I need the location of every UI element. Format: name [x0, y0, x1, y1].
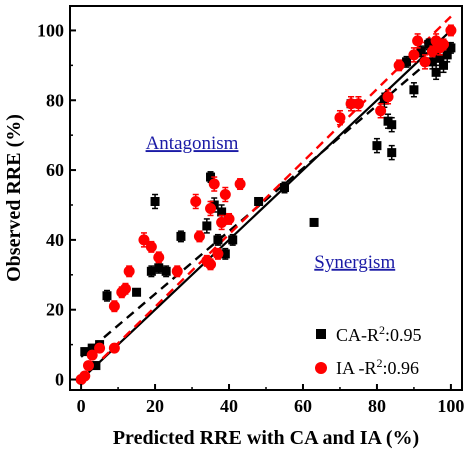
ia-data-point: [145, 241, 157, 253]
ia-data-point: [205, 258, 217, 270]
ia-data-point: [334, 112, 346, 124]
fit-lines-layer: [80, 15, 452, 381]
ca-data-point: [279, 183, 289, 193]
ca-data-point: [220, 249, 230, 259]
ca-data-point: [102, 291, 112, 301]
ia-data-point: [138, 234, 150, 246]
ia-data-point: [119, 283, 131, 295]
y-tick-label: 0: [55, 370, 64, 390]
ia-data-point: [171, 265, 183, 277]
ia-data-point: [223, 213, 235, 225]
ca-data-point: [202, 221, 212, 231]
y-tick-label: 20: [46, 300, 64, 320]
ca-data-point: [427, 57, 437, 67]
ca-data-point: [416, 46, 426, 56]
legend-label-ca: CA-R2:0.95: [336, 323, 422, 345]
antagonism-label: Antagonism: [146, 133, 239, 154]
ia-data-point: [108, 300, 120, 312]
x-tick-label: 60: [294, 396, 312, 416]
y-tick-label: 80: [46, 90, 64, 110]
ca-data-point: [387, 120, 397, 130]
ia-data-point: [438, 38, 450, 50]
ia-data-point: [205, 202, 217, 214]
legend-marker-ia: [315, 362, 327, 374]
ca-data-point: [217, 207, 227, 217]
axes-layer: 0 20 40 60 80 100 0 20 40 60 80 100: [37, 20, 464, 416]
ia-data-point: [234, 178, 246, 190]
ca-data-point: [446, 43, 456, 53]
ca-data-point: [161, 266, 171, 276]
ca-data-point: [146, 266, 156, 276]
ia-data-point: [86, 349, 98, 361]
ia-data-point: [375, 105, 387, 117]
ca-data-point: [206, 172, 216, 182]
ca-data-point: [150, 196, 160, 206]
ca-data-point: [372, 141, 382, 151]
ca-data-point: [132, 287, 142, 297]
y-axis-label: Observed RRE (%): [3, 114, 25, 282]
legend: CA-R2:0.95 IA -R2:0.96: [315, 323, 422, 378]
ia-data-point: [153, 251, 165, 263]
ca-data-point: [439, 60, 449, 70]
ca-data-point: [402, 57, 412, 67]
ia-data-point: [123, 265, 135, 277]
ca-data-point: [87, 343, 97, 353]
ia-data-point: [219, 189, 231, 201]
ia-data-point: [408, 49, 420, 61]
x-tick-label: 80: [368, 396, 386, 416]
y-tick-label: 100: [37, 20, 64, 40]
ca-data-point: [409, 85, 419, 95]
ca-data-point: [387, 148, 397, 158]
synergism-label: Synergism: [314, 252, 395, 273]
ca-data-point: [424, 39, 434, 49]
ia-data-point: [193, 230, 205, 242]
ca-data-point: [309, 217, 319, 227]
legend-marker-ca: [316, 329, 326, 339]
ca-data-point: [254, 196, 264, 206]
ia-data-point: [393, 59, 405, 71]
ia-data-point: [419, 56, 431, 68]
ca-data-point: [431, 67, 441, 77]
x-axis-label: Predicted RRE with CA and IA (%): [113, 427, 419, 449]
ia-data-point: [412, 35, 424, 47]
x-tick-label: 100: [437, 396, 464, 416]
data-points-layer: [75, 24, 457, 386]
ca-data-point: [176, 231, 186, 241]
x-tick-label: 0: [77, 396, 86, 416]
ia-data-point: [190, 195, 202, 207]
ca-data-point: [213, 235, 223, 245]
ca-fit-line: [80, 41, 452, 358]
ia-fit-line: [80, 15, 452, 381]
ca-data-point: [91, 361, 101, 371]
ia-data-point: [212, 248, 224, 260]
x-tick-label: 40: [220, 396, 238, 416]
ia-data-point: [445, 24, 457, 36]
ia-data-point: [94, 342, 106, 354]
ca-data-point: [435, 53, 445, 63]
ia-data-point: [352, 98, 364, 110]
ca-data-point: [442, 50, 452, 60]
ia-data-point: [82, 360, 94, 372]
ca-data-point: [154, 263, 164, 273]
ia-data-point: [79, 370, 91, 382]
ia-data-point: [382, 91, 394, 103]
ca-data-point: [80, 347, 90, 357]
legend-label-ia: IA -R2:0.96: [336, 356, 419, 378]
reference-line-1to1: [80, 29, 452, 381]
ca-data-point: [228, 235, 238, 245]
x-tick-label: 20: [146, 396, 164, 416]
ia-data-point: [108, 342, 120, 354]
ia-data-point: [208, 178, 220, 190]
y-tick-label: 40: [46, 230, 64, 250]
y-tick-label: 60: [46, 160, 64, 180]
